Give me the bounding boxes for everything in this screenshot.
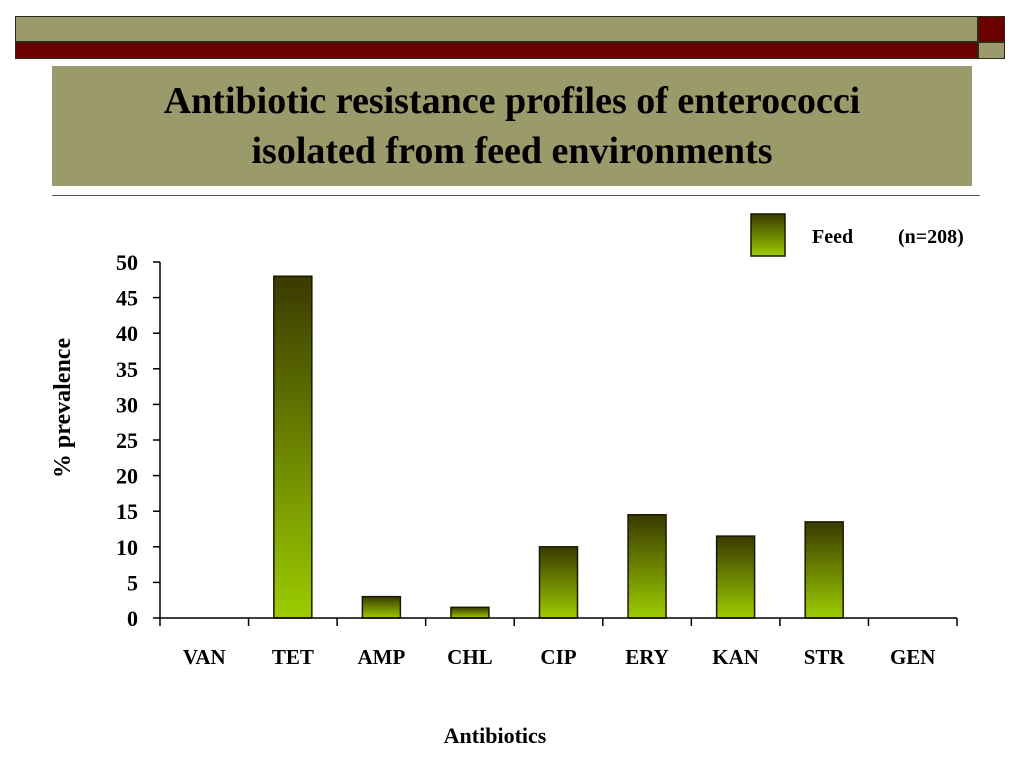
title-line-1: Antibiotic resistance profiles of entero… xyxy=(163,80,861,122)
y-tick-label: 25 xyxy=(116,428,138,453)
x-tick-label-ery: ERY xyxy=(625,645,669,669)
y-tick-label: 15 xyxy=(116,499,138,524)
title-box: Antibiotic resistance profiles of entero… xyxy=(52,66,972,186)
x-tick-label-str: STR xyxy=(804,645,846,669)
y-tick-label: 40 xyxy=(116,321,138,346)
x-tick-label-van: VAN xyxy=(183,645,226,669)
legend-sample-size: (n=208) xyxy=(898,226,964,248)
header-square-maroon xyxy=(978,16,1005,42)
x-tick-label-tet: TET xyxy=(272,645,314,669)
y-tick-label: 30 xyxy=(116,392,138,417)
header-band-maroon xyxy=(15,42,978,59)
slide-title: Antibiotic resistance profiles of entero… xyxy=(164,76,861,176)
legend-swatch-feed xyxy=(750,213,786,257)
bar-chl xyxy=(450,606,490,619)
y-tick-label: 35 xyxy=(116,357,138,382)
y-tick-label: 5 xyxy=(127,570,138,595)
axes-layer xyxy=(153,261,958,626)
legend: Feed (n=208) xyxy=(750,213,964,257)
title-divider xyxy=(52,195,980,196)
y-tick-label: 50 xyxy=(116,250,138,275)
x-tick-label-gen: GEN xyxy=(890,645,936,669)
y-tick-label: 0 xyxy=(127,606,138,631)
x-axis-label: Antibiotics xyxy=(444,723,547,748)
legend-label-feed: Feed xyxy=(812,226,853,248)
y-axis-label: % prevalence xyxy=(50,338,76,479)
bar-cip xyxy=(538,546,579,619)
x-tick-label-cip: CIP xyxy=(540,645,576,669)
bar-ery xyxy=(627,514,667,619)
bar-str xyxy=(804,521,844,619)
y-tick-label: 20 xyxy=(116,464,138,489)
y-tick-label: 10 xyxy=(116,535,138,560)
x-tick-label-kan: KAN xyxy=(712,645,759,669)
bar-amp xyxy=(361,595,402,619)
header-band-olive xyxy=(15,16,978,42)
title-line-2: isolated from feed environments xyxy=(251,130,773,172)
bars-layer xyxy=(273,275,844,619)
y-tick-label: 45 xyxy=(116,286,138,311)
x-tick-label-amp: AMP xyxy=(357,645,405,669)
header-square-olive xyxy=(978,42,1005,59)
bar-kan xyxy=(715,535,756,619)
x-tick-label-chl: CHL xyxy=(447,645,493,669)
labels-layer: 0 5 10 15 20 25 30 35 40 45 50 VAN TET AMP CHL CIP ERY KA… xyxy=(116,250,935,669)
bar-tet xyxy=(273,275,313,619)
